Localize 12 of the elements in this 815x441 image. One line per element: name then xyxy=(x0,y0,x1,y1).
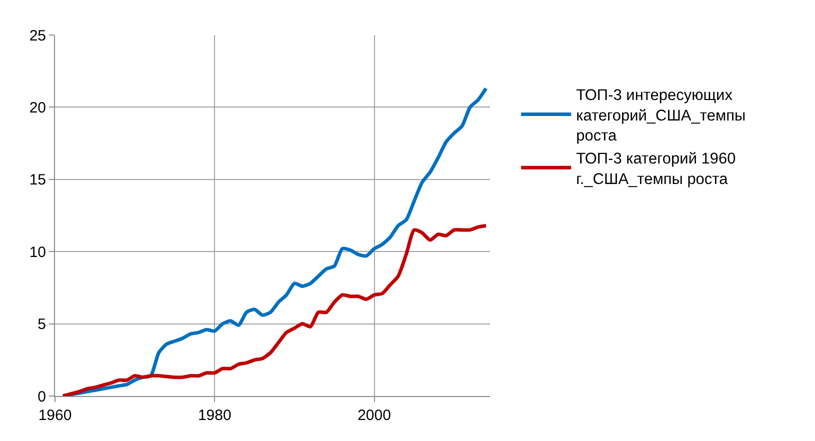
x-tick-label: 1980 xyxy=(198,407,232,424)
y-tick-label: 20 xyxy=(29,99,46,116)
y-tick-label: 25 xyxy=(29,27,46,44)
y-tick-label: 0 xyxy=(38,388,46,406)
legend-label: ТОП-3 категорий 1960 г._США_темпы роста xyxy=(576,150,736,188)
y-tick-label: 10 xyxy=(29,244,46,261)
line-series xyxy=(61,224,488,396)
y-tick-label: 5 xyxy=(38,316,46,334)
x-tick-label: 1960 xyxy=(38,407,72,424)
y-tick-label: 15 xyxy=(29,172,46,189)
x-tick-label: 2000 xyxy=(358,407,391,424)
legend-label: ТОП-3 интересующих категорий_США_темпы роста xyxy=(576,87,746,144)
